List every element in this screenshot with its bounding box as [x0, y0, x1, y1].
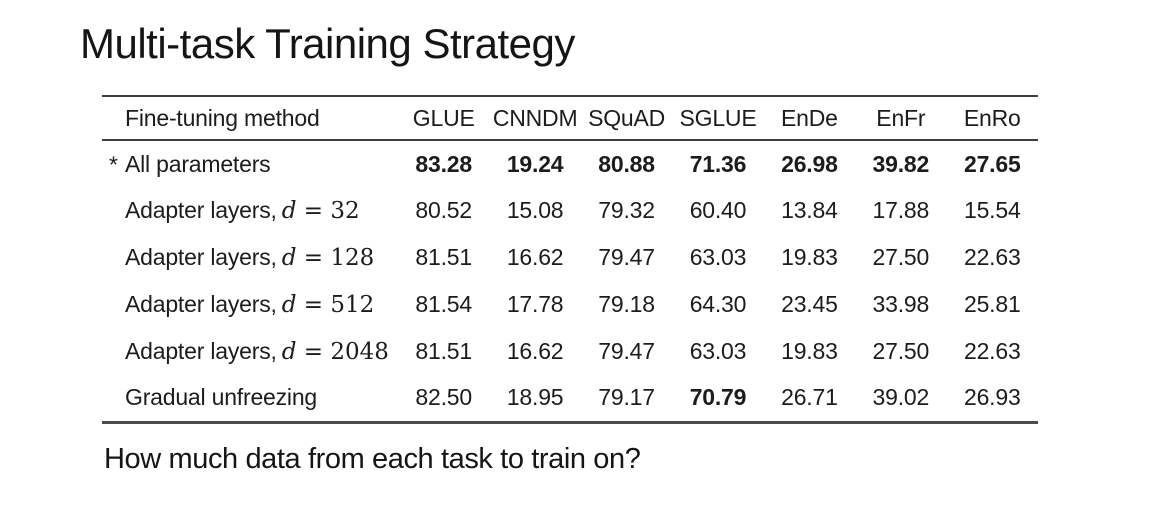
metric-value: 63.03	[689, 244, 747, 270]
metric-value: 79.47	[598, 338, 655, 364]
metric-value: 39.02	[872, 384, 930, 411]
column-header-glue: GLUE	[412, 104, 475, 131]
column-header-ende: EnDe	[781, 104, 838, 131]
metric-value: 26.71	[781, 384, 838, 411]
metric-value: 15.08	[506, 197, 564, 223]
footnote-marker: *	[109, 151, 118, 178]
metric-value: 18.95	[506, 384, 564, 411]
method-label: Adapter layers,	[125, 338, 277, 364]
metric-value: 17.78	[506, 291, 564, 317]
column-header-method: Fine-tuning method	[125, 104, 320, 131]
method-label: Adapter layers,	[125, 197, 277, 223]
metric-value: 25.81	[963, 291, 1021, 317]
method-label: Adapter layers,	[125, 291, 277, 317]
metric-value: 60.40	[689, 197, 747, 223]
metric-value: 19.83	[781, 338, 838, 364]
metric-value: 13.84	[781, 197, 838, 223]
metric-value: 15.54	[963, 197, 1021, 223]
method-cell: Adapter layers, d = 32	[102, 187, 398, 234]
metric-value: 81.51	[415, 244, 472, 270]
metric-value: 16.62	[506, 244, 564, 270]
metric-value: 81.54	[415, 291, 472, 317]
metric-value: 79.47	[598, 244, 655, 270]
column-header-enro: EnRo	[963, 104, 1021, 131]
table-header-row: Fine-tuning method GLUE CNNDM SQuAD SGLU…	[102, 96, 1038, 140]
table-row: Adapter layers, d = 32 80.52 15.08 79.32 …	[102, 187, 1038, 234]
results-table-container: Fine-tuning method GLUE CNNDM SQuAD SGLU…	[102, 95, 1038, 424]
column-header-enfr: EnFr	[876, 104, 926, 131]
metric-value: 71.36	[689, 150, 747, 177]
metric-value: 17.88	[872, 197, 930, 223]
metric-value: 22.63	[963, 338, 1021, 364]
question-text: How much data from each task to train on…	[104, 443, 641, 475]
metric-value: 79.32	[598, 197, 655, 223]
method-cell: Adapter layers, d = 128	[102, 234, 398, 281]
column-header-squad: SQuAD	[588, 104, 666, 131]
table-row: Gradual unfreezing 82.50 18.95 79.17 70.…	[102, 375, 1038, 422]
metric-value: 83.28	[415, 150, 472, 177]
metric-value: 27.50	[872, 338, 930, 364]
metric-value: 19.24	[506, 150, 564, 177]
metric-value: 82.50	[415, 384, 472, 411]
math-expression: d = 32	[281, 198, 360, 224]
metric-value: 26.93	[963, 384, 1021, 411]
method-cell: Gradual unfreezing	[102, 375, 398, 422]
math-expression: d = 128	[281, 245, 375, 271]
metric-value: 16.62	[506, 338, 564, 364]
column-header-cnndm: CNNDM	[492, 104, 578, 131]
metric-value: 22.63	[963, 244, 1021, 270]
metric-value: 70.79	[689, 384, 747, 411]
method-cell: Adapter layers, d = 2048	[102, 328, 398, 375]
math-expression: d = 2048	[281, 339, 389, 365]
metric-value: 39.82	[872, 150, 930, 177]
math-expression: d = 512	[281, 292, 375, 318]
method-cell: * All parameters	[102, 140, 398, 187]
metric-value: 80.52	[415, 197, 472, 223]
table-row: Adapter layers, d = 512 81.54 17.78 79.18…	[102, 281, 1038, 328]
table-row: Adapter layers, d = 128 81.51 16.62 79.47…	[102, 234, 1038, 281]
method-label: Adapter layers,	[125, 244, 277, 270]
table-row: Adapter layers, d = 2048 81.51 16.62 79.4…	[102, 328, 1038, 375]
metric-value: 80.88	[598, 150, 655, 177]
column-header-sglue: SGLUE	[679, 104, 757, 131]
metric-value: 26.98	[781, 150, 838, 177]
table-row: * All parameters 83.28 19.24 80.88 71.36 …	[102, 140, 1038, 187]
metric-value: 81.51	[415, 338, 472, 364]
method-label: Gradual unfreezing	[125, 384, 318, 411]
metric-value: 23.45	[781, 291, 838, 317]
metric-value: 27.50	[872, 244, 930, 270]
slide-title: Multi-task Training Strategy	[80, 20, 575, 67]
method-label: All parameters	[125, 150, 271, 177]
metric-value: 19.83	[781, 244, 838, 270]
metric-value: 79.17	[598, 384, 655, 411]
metric-value: 33.98	[872, 291, 930, 317]
method-cell: Adapter layers, d = 512	[102, 281, 398, 328]
metric-value: 64.30	[689, 291, 747, 317]
metric-value: 63.03	[689, 338, 747, 364]
metric-value: 27.65	[963, 150, 1021, 177]
metric-value: 79.18	[598, 291, 655, 317]
results-table: Fine-tuning method GLUE CNNDM SQuAD SGLU…	[102, 95, 1038, 424]
